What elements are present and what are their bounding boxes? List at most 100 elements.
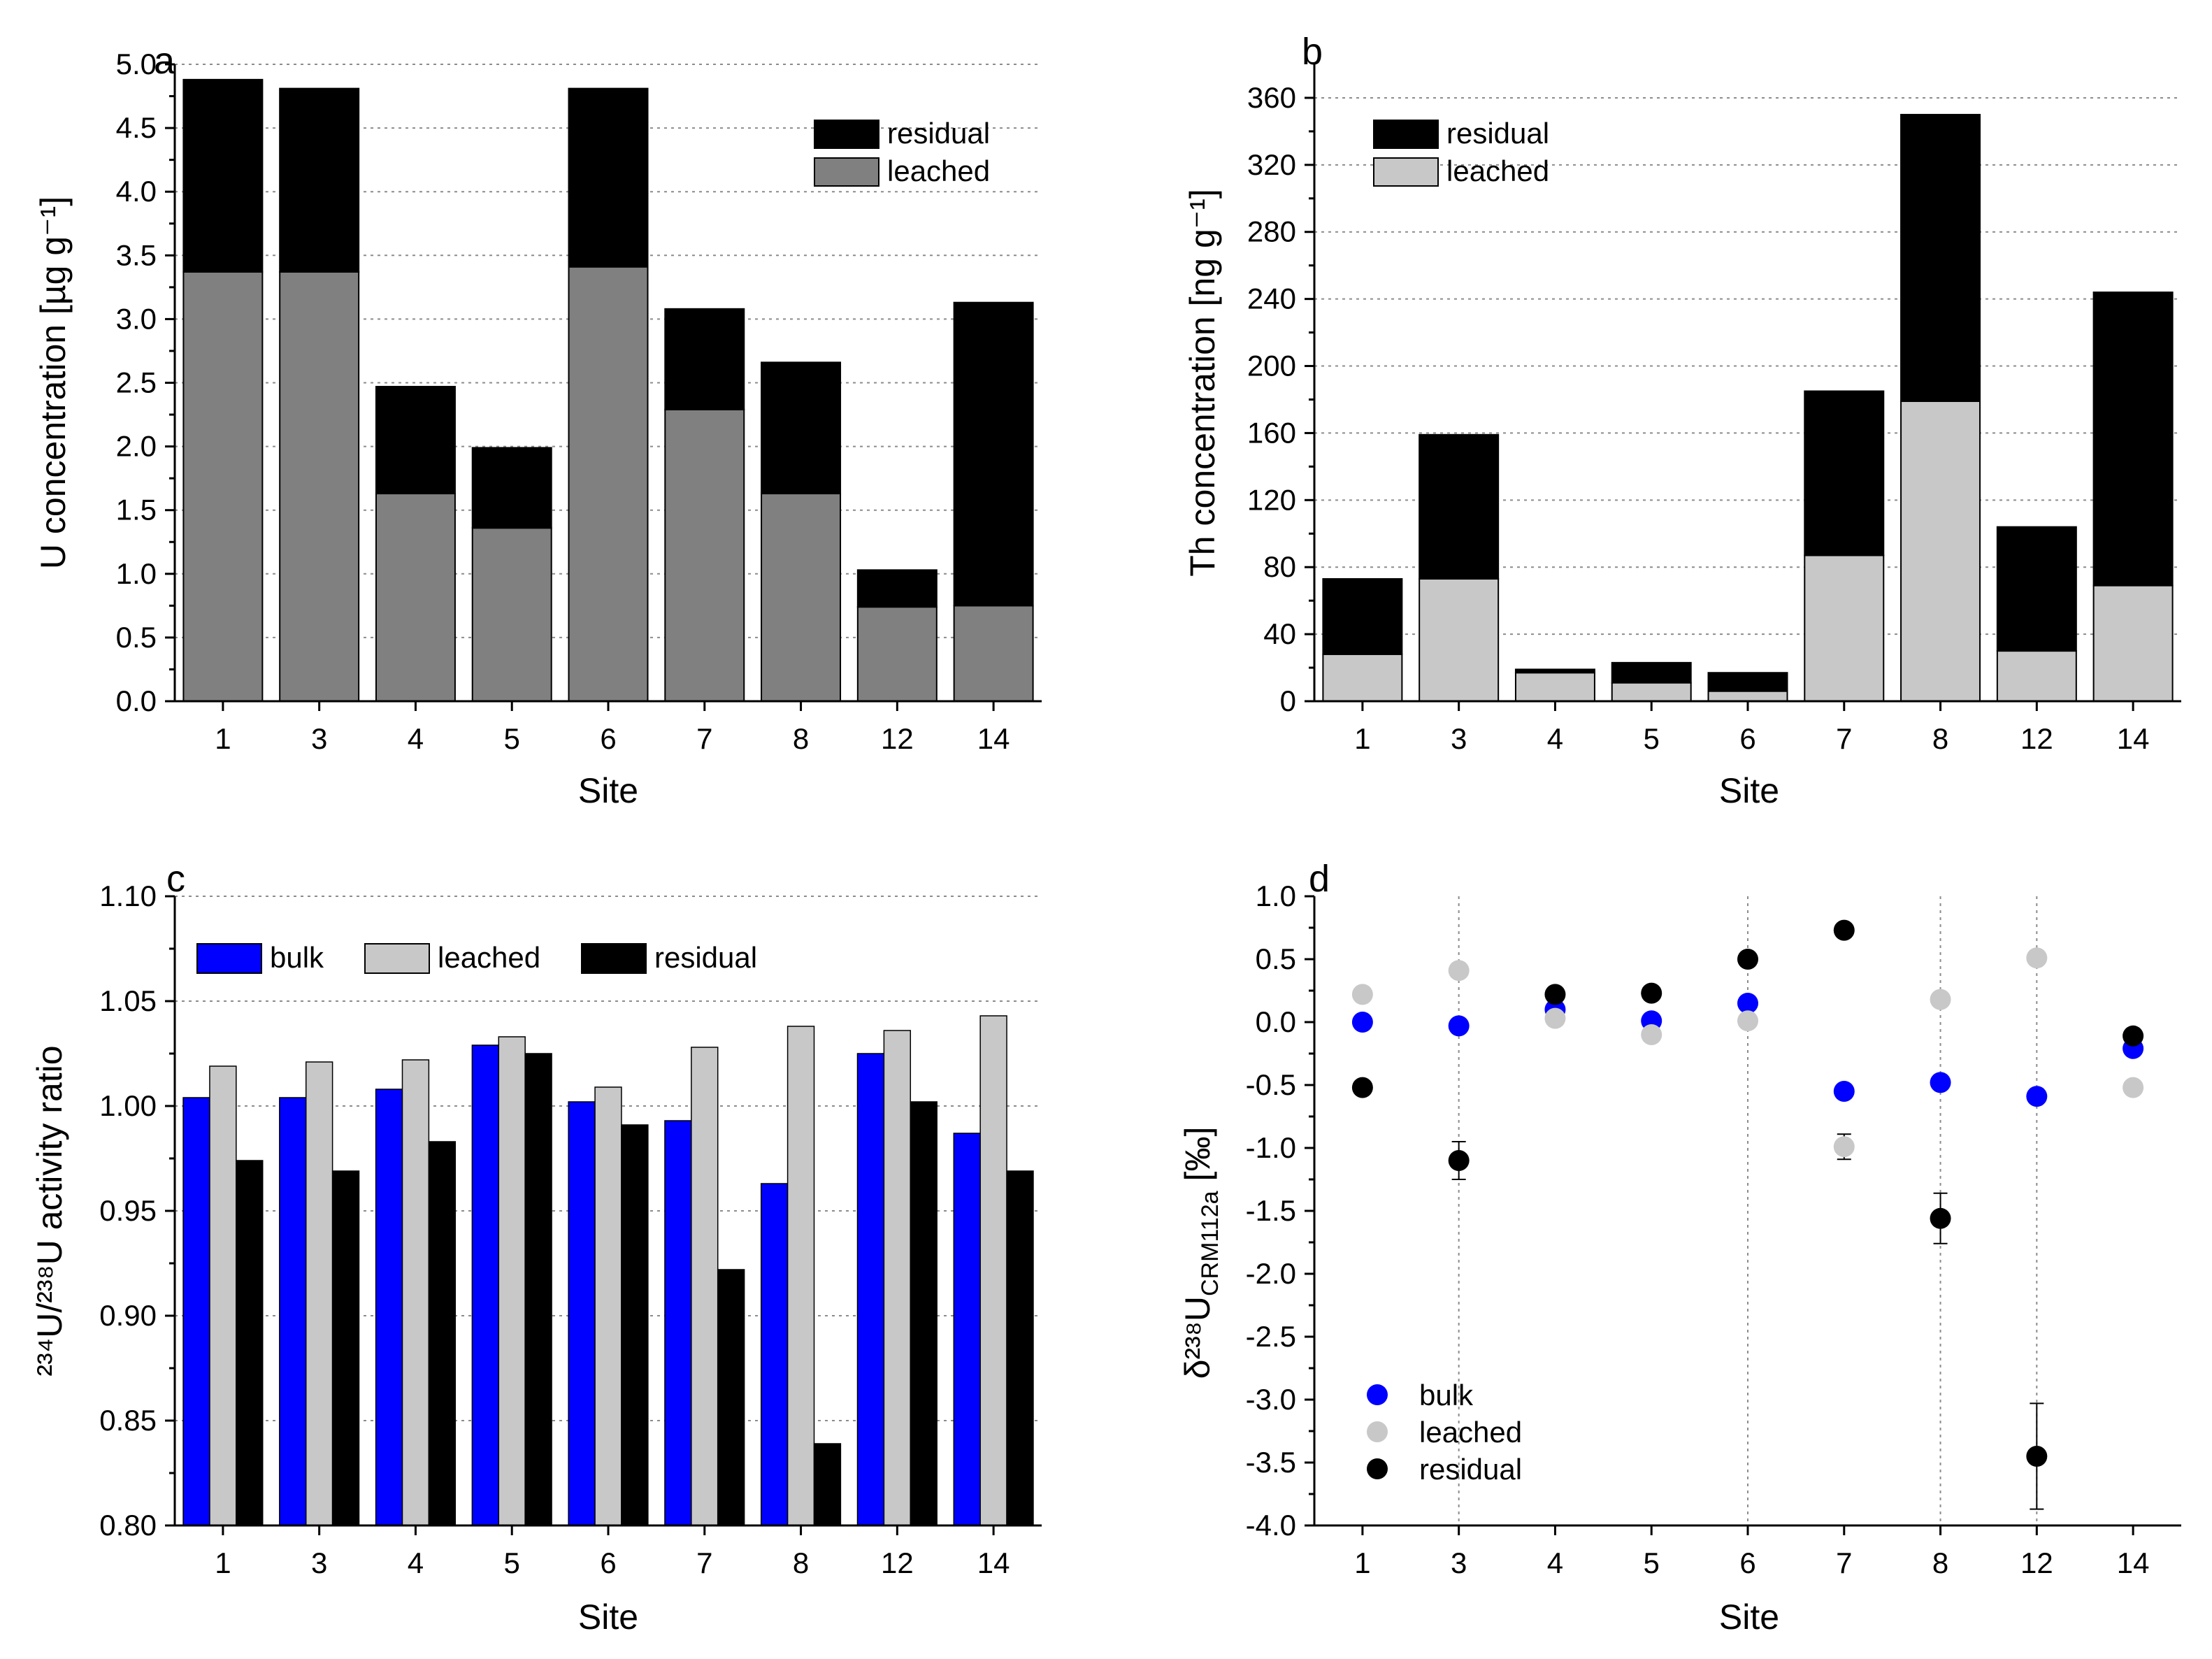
point-bulk [2026, 1086, 2048, 1107]
point-bulk [1930, 1072, 1951, 1093]
bar-bulk [182, 1097, 210, 1526]
y-axis-label: δ²³⁸UCRM112a [‰] [1178, 1127, 1223, 1379]
bar-residual [953, 301, 1034, 607]
y-tick-label: 4.5 [116, 111, 157, 144]
y-tick-label: 0.85 [99, 1404, 157, 1437]
y-tick-label: 200 [1247, 350, 1296, 382]
x-tick-label: 8 [793, 1546, 809, 1579]
x-tick-label: 7 [696, 722, 712, 755]
bar-bulk [568, 1101, 596, 1526]
bar-residual [568, 87, 649, 268]
legend-label-leached: leached [1419, 1416, 1522, 1449]
bar-residual [1322, 577, 1403, 655]
y-axis-label: U concentration [µg g⁻¹] [34, 196, 73, 569]
y-tick-label: 3.5 [116, 238, 157, 271]
bar-leached [182, 271, 264, 702]
point-leached [1351, 984, 1373, 1005]
point-leached [1737, 1010, 1758, 1032]
bar-leached [953, 605, 1034, 702]
bar-leached [1996, 650, 2077, 702]
bar-leached [883, 1030, 912, 1526]
bar-residual [524, 1053, 552, 1526]
legend: residual leached [1373, 117, 1549, 187]
bar-leached [787, 1026, 815, 1526]
y-tick-label: 5.0 [116, 48, 157, 80]
y-tick-label: 0 [1280, 684, 1296, 717]
bar-leached [401, 1059, 430, 1526]
legend-label-leached: leached [887, 155, 990, 187]
bar-residual [428, 1141, 457, 1526]
y-tick-label: -4.0 [1246, 1509, 1296, 1542]
chart-panel-d: d -4.0 -3.5 -3.0 -2.5 -2.0 -1.5 -1.0 -0.5 0.0 0.5 1… [1178, 858, 2181, 1637]
bar-residual [182, 78, 264, 273]
legend: bulk leached residual [1367, 1379, 1522, 1486]
chart-panel-b: b 0 40 80 120 160 200 240 280 320 360 1 3 4 5 6 7 8 12 14 Si… [1183, 31, 2181, 810]
legend: bulk leached residual [196, 941, 757, 974]
panel-label: b [1302, 31, 1323, 73]
x-tick-label: 8 [1932, 1546, 1948, 1579]
y-tick-label: 0.5 [1256, 942, 1296, 975]
bar-residual [1707, 672, 1788, 692]
bar-residual [1419, 433, 1500, 580]
y-tick-label: 80 [1263, 550, 1296, 583]
x-tick-label: 3 [311, 1546, 327, 1579]
legend-marker-leached [1367, 1421, 1388, 1442]
x-axis-label: Site [1719, 1597, 1779, 1637]
legend-swatch-bulk [196, 943, 262, 974]
x-tick-label: 4 [408, 722, 424, 755]
y-axis-label-unit: [‰] [1178, 1127, 1217, 1182]
bar-leached [279, 271, 360, 702]
y-tick-label: -3.5 [1246, 1446, 1296, 1479]
point-bulk [1448, 1015, 1470, 1037]
bar-bulk [279, 1097, 307, 1526]
bar-residual [717, 1269, 745, 1526]
bar-leached [1322, 653, 1403, 702]
bar-leached [594, 1086, 622, 1526]
y-tick-label: 40 [1263, 617, 1296, 650]
bar-residual [813, 1443, 842, 1526]
legend-swatch-residual [1373, 120, 1439, 149]
y-tick-label: -0.5 [1246, 1068, 1296, 1101]
y-tick-label: 160 [1247, 416, 1296, 449]
legend-label-residual: residual [654, 941, 757, 974]
x-tick-label: 3 [1451, 1546, 1467, 1579]
y-tick-label: 360 [1247, 81, 1296, 114]
bar-residual [856, 569, 938, 608]
x-tick-label: 5 [1644, 722, 1660, 755]
legend-label-leached: leached [438, 941, 540, 974]
y-tick-label: 0.90 [99, 1299, 157, 1332]
panel-label: d [1309, 858, 1330, 900]
point-residual [2123, 1025, 2144, 1047]
point-leached [2026, 947, 2048, 969]
legend-label-bulk: bulk [270, 941, 324, 974]
x-tick-label: 1 [1354, 722, 1370, 755]
chart-panel-c: c 0.80 0.85 0.90 0.95 1.00 1.05 1.10 1 3 4 5 6 7 8 12 14… [30, 858, 1042, 1637]
y-tick-label: 120 [1247, 483, 1296, 516]
bar-residual [1900, 113, 1981, 402]
point-leached [1641, 1024, 1662, 1045]
x-tick-label: 14 [977, 722, 1010, 755]
point-bulk [1833, 1081, 1855, 1102]
bar-bulk [664, 1120, 692, 1526]
y-tick-label: 1.0 [1256, 879, 1296, 912]
bar-residual [471, 447, 552, 529]
legend-swatch-leached [364, 943, 430, 974]
point-leached [1544, 1007, 1566, 1029]
bar-leached [498, 1036, 526, 1526]
y-tick-label: 2.0 [116, 430, 157, 463]
point-bulk [1351, 1012, 1373, 1033]
x-tick-label: 14 [977, 1546, 1010, 1579]
bar-leached [375, 493, 456, 702]
point-residual [1544, 984, 1566, 1005]
point-residual [1351, 1077, 1373, 1098]
bar-leached [979, 1015, 1007, 1526]
point-residual [1737, 949, 1758, 970]
point-residual [1448, 1150, 1470, 1171]
legend-swatch-leached [814, 157, 879, 187]
bar-residual [236, 1160, 264, 1526]
bar-leached [856, 606, 938, 702]
y-tick-label: 1.5 [116, 494, 157, 526]
x-tick-label: 7 [1836, 1546, 1852, 1579]
legend: residual leached [814, 117, 990, 187]
chart-panel-a: a 0.0 0.5 1.0 1.5 2.0 2.5 3.0 3.5 4.0 4.5 5.0 1 3 4 5 6 7… [34, 40, 1042, 810]
